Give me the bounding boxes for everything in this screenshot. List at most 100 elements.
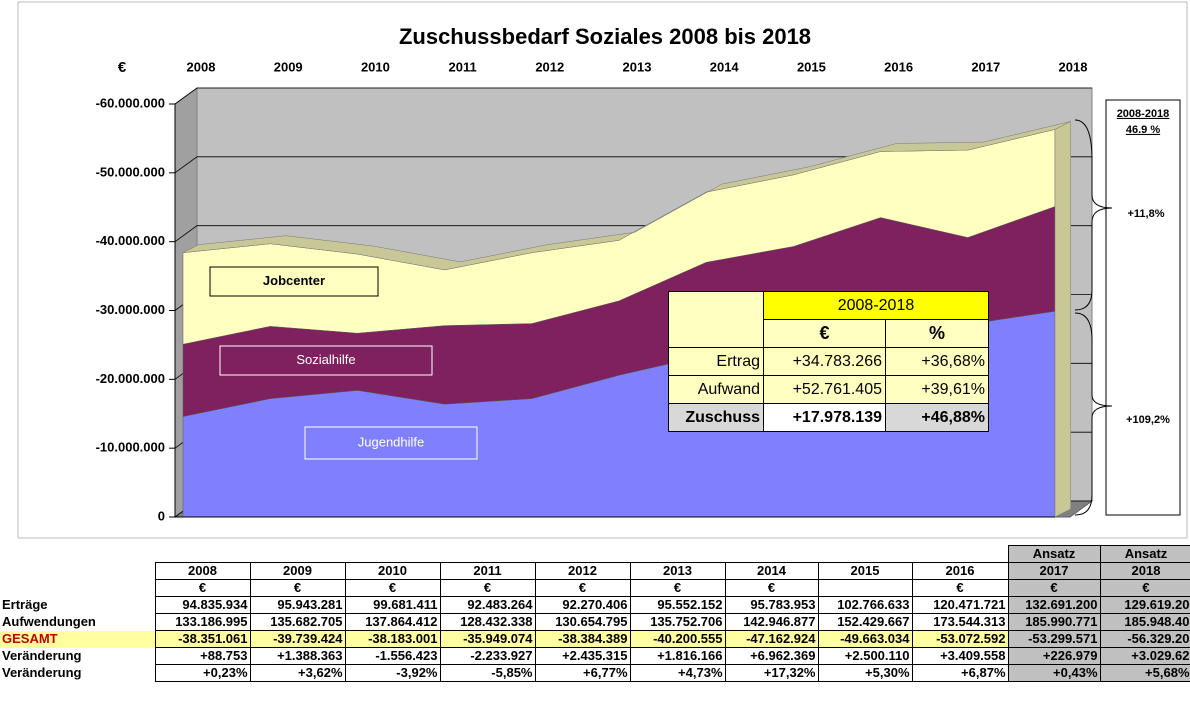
row-label: Erträge [2,597,48,612]
cell: -56.329.20 [1099,630,1190,648]
y-tick-label: -20.000.000 [96,371,165,386]
cell: 102.766.633 [817,596,913,614]
cell [912,546,1008,563]
depth-side [1054,121,1071,518]
row-label: Zuschuss [668,403,764,432]
row: Aufwendungen 133.186.995 135.682.705 137.86… [0,613,1190,631]
row-label: Veränderung [2,648,82,663]
unit-cell: € [249,579,346,597]
note-cell: Ansatz [1007,545,1101,563]
row: Ertrag +34.783.266 +36,68% [668,347,989,376]
unit-cell: € [724,579,819,597]
y-tick-label: 0 [158,508,165,523]
cell: +17,32% [724,664,819,682]
row-label: Veränderung [2,665,82,680]
row: Erträge 94.835.934 95.943.281 99.681.411 92.… [0,596,1190,614]
note-cell: Ansatz [1099,545,1190,563]
cell [155,546,250,563]
year-cell: 2013 [629,562,726,580]
cell: 95.552.152 [629,596,726,614]
row: Aufwand +52.761.405 +39,61% [668,375,989,404]
cell: +88.753 [154,647,251,665]
cell: 137.864.412 [344,613,441,631]
cell [0,546,155,563]
cell: -3,92% [344,664,441,682]
cell: +2.435.315 [534,647,631,665]
cell [630,546,725,563]
x-tick-label: 2008 [187,59,216,74]
cell: 185.990.771 [1007,613,1101,631]
cell: +3,62% [249,664,346,682]
legend-box [304,426,478,460]
grid-line [174,87,1092,105]
x-tick-label: 2011 [448,59,476,74]
cell: 130.654.795 [534,613,631,631]
y-tick-label: -60.000.000 [96,95,165,110]
cell: +226.979 [1007,647,1101,665]
header-cell: % [885,319,989,348]
row: Veränderung +88.753 +1.388.363 -1.556.423 -2… [0,647,1190,665]
cell: -49.663.034 [817,630,913,648]
cell: +0,23% [154,664,251,682]
legend-box [219,345,433,376]
bracket [1074,312,1113,516]
year-cell: 2017 [1007,562,1101,580]
y-tick-label: -40.000.000 [96,233,165,248]
year-cell: 2012 [534,562,631,580]
cell: -35.949.074 [439,630,536,648]
year-cell: 2011 [439,562,536,580]
cell: 128.432.338 [439,613,536,631]
cell: -2.233.927 [439,647,536,665]
cell: 120.471.721 [911,596,1009,614]
cell [818,546,912,563]
cell: 142.946.877 [724,613,819,631]
unit-cell: € [439,579,536,597]
unit-cell: € [911,579,1009,597]
lower-change: +109,2% [1126,414,1170,426]
row: € € € € € € € € € € [0,579,1190,597]
summary-box [1105,99,1181,516]
cell: -38.183.001 [344,630,441,648]
cell [250,546,345,563]
cell: +5,30% [817,664,913,682]
cell: -38.351.061 [154,630,251,648]
cell: +52.761.405 [763,375,886,404]
cell [345,546,440,563]
cell: 92.270.406 [534,596,631,614]
cell: 95.943.281 [249,596,346,614]
cell: +46,88% [885,403,989,432]
unit-cell: € [344,579,441,597]
grid-line [174,156,1092,174]
row: Veränderung +0,23% +3,62% -3,92% -5,85% +6,77… [0,664,1190,682]
y-tick-label: -10.000.000 [96,440,165,455]
cell: +2.500.110 [817,647,913,665]
row: Ansatz Ansatz [0,545,1190,563]
x-tick-label: 2009 [274,59,303,74]
data-table: Ansatz Ansatz 2008 2009 2010 2011 2012 2013 2014… [0,545,1190,682]
year-cell: 2015 [817,562,913,580]
unit-cell [817,579,913,597]
cell [725,546,818,563]
cell: +3.409.558 [911,647,1009,665]
summary-period: 2008-2018 [1117,108,1170,120]
cell: 94.835.934 [154,596,251,614]
cell [668,291,764,348]
cell: 135.682.705 [249,613,346,631]
year-cell: 2014 [724,562,819,580]
row: 2008-2018 [668,291,989,348]
year-cell: 2010 [344,562,441,580]
cell: 95.783.953 [724,596,819,614]
legend-label: Sozialhilfe [296,352,355,367]
header-cell: 2008-2018 [763,291,989,320]
y-tick-label: -50.000.000 [96,164,165,179]
cell: +6,87% [911,664,1009,682]
cell: -53.299.571 [1007,630,1101,648]
cell: 132.691.200 [1007,596,1101,614]
x-tick-label: 2018 [1059,59,1088,74]
y-tick-label: -30.000.000 [96,302,165,317]
cell: +5,68% [1099,664,1190,682]
cell [0,580,155,597]
cell: 99.681.411 [344,596,441,614]
cell: +17.978.139 [763,403,886,432]
